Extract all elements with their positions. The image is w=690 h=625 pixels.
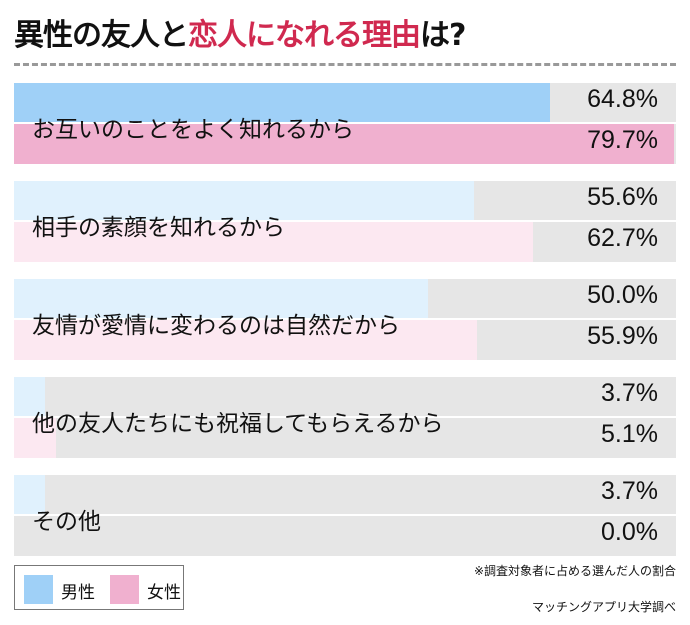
legend-label-female: 女性 bbox=[147, 583, 181, 603]
legend-swatch-female bbox=[110, 575, 139, 604]
male-bar bbox=[14, 181, 475, 220]
category-label: 他の友人たちにも祝福してもらえるから bbox=[32, 411, 444, 437]
data-label: 79.7% bbox=[587, 126, 658, 154]
category-label: お互いのことをよく知れるから bbox=[32, 117, 354, 143]
data-label: 50.0% bbox=[587, 281, 658, 309]
bar-group: 3.7% 0.0% その他 bbox=[14, 475, 676, 556]
bar-track: 64.8% bbox=[14, 83, 676, 122]
chart-title: 異性の友人と恋人になれる理由は? bbox=[14, 10, 466, 54]
male-bar bbox=[14, 279, 428, 318]
bar-track: 0.0% bbox=[14, 516, 676, 556]
data-label: 55.9% bbox=[587, 322, 658, 350]
legend: 男性 女性 bbox=[14, 565, 184, 610]
bar-track: 55.6% bbox=[14, 181, 676, 220]
data-label: 62.7% bbox=[587, 224, 658, 252]
data-label: 3.7% bbox=[601, 477, 658, 505]
male-bar bbox=[14, 83, 551, 122]
title-part: 異性の友人と bbox=[14, 18, 189, 53]
category-label: 相手の素顔を知れるから bbox=[32, 215, 285, 241]
legend-label-male: 男性 bbox=[61, 583, 95, 603]
data-label: 64.8% bbox=[587, 85, 658, 113]
female-bar bbox=[14, 418, 57, 458]
bar-group: 3.7% 5.1% 他の友人たちにも祝福してもらえるから bbox=[14, 377, 676, 458]
bar-track: 62.7% bbox=[14, 222, 676, 262]
bar-track: 5.1% bbox=[14, 418, 676, 458]
footnote: ※調査対象者に占める選んだ人の割合 bbox=[473, 564, 676, 578]
legend-swatch-male bbox=[24, 575, 53, 604]
source-note: マッチングアプリ大学調べ bbox=[531, 600, 676, 614]
data-label: 3.7% bbox=[601, 379, 658, 407]
data-label: 5.1% bbox=[601, 420, 658, 448]
female-bar bbox=[14, 124, 674, 164]
bar-track: 50.0% bbox=[14, 279, 676, 318]
male-bar bbox=[14, 475, 45, 514]
bar-group: 55.6% 62.7% 相手の素顔を知れるから bbox=[14, 181, 676, 262]
category-label: 友情が愛情に変わるのは自然だから bbox=[32, 313, 400, 339]
female-bar bbox=[14, 222, 533, 262]
divider bbox=[14, 63, 676, 66]
male-bar bbox=[14, 377, 45, 416]
title-part: は? bbox=[420, 18, 466, 53]
data-label: 55.6% bbox=[587, 183, 658, 211]
bar-track: 3.7% bbox=[14, 377, 676, 416]
bar-track: 79.7% bbox=[14, 124, 676, 164]
bar-track: 55.9% bbox=[14, 320, 676, 360]
bar-track: 3.7% bbox=[14, 475, 676, 514]
bar-group: 50.0% 55.9% 友情が愛情に変わるのは自然だから bbox=[14, 279, 676, 360]
category-label: その他 bbox=[32, 509, 101, 535]
title-highlight: 恋人になれる理由 bbox=[188, 18, 421, 53]
data-label: 0.0% bbox=[601, 518, 658, 546]
bar-group: 64.8% 79.7% お互いのことをよく知れるから bbox=[14, 83, 676, 164]
female-bar bbox=[14, 320, 477, 360]
